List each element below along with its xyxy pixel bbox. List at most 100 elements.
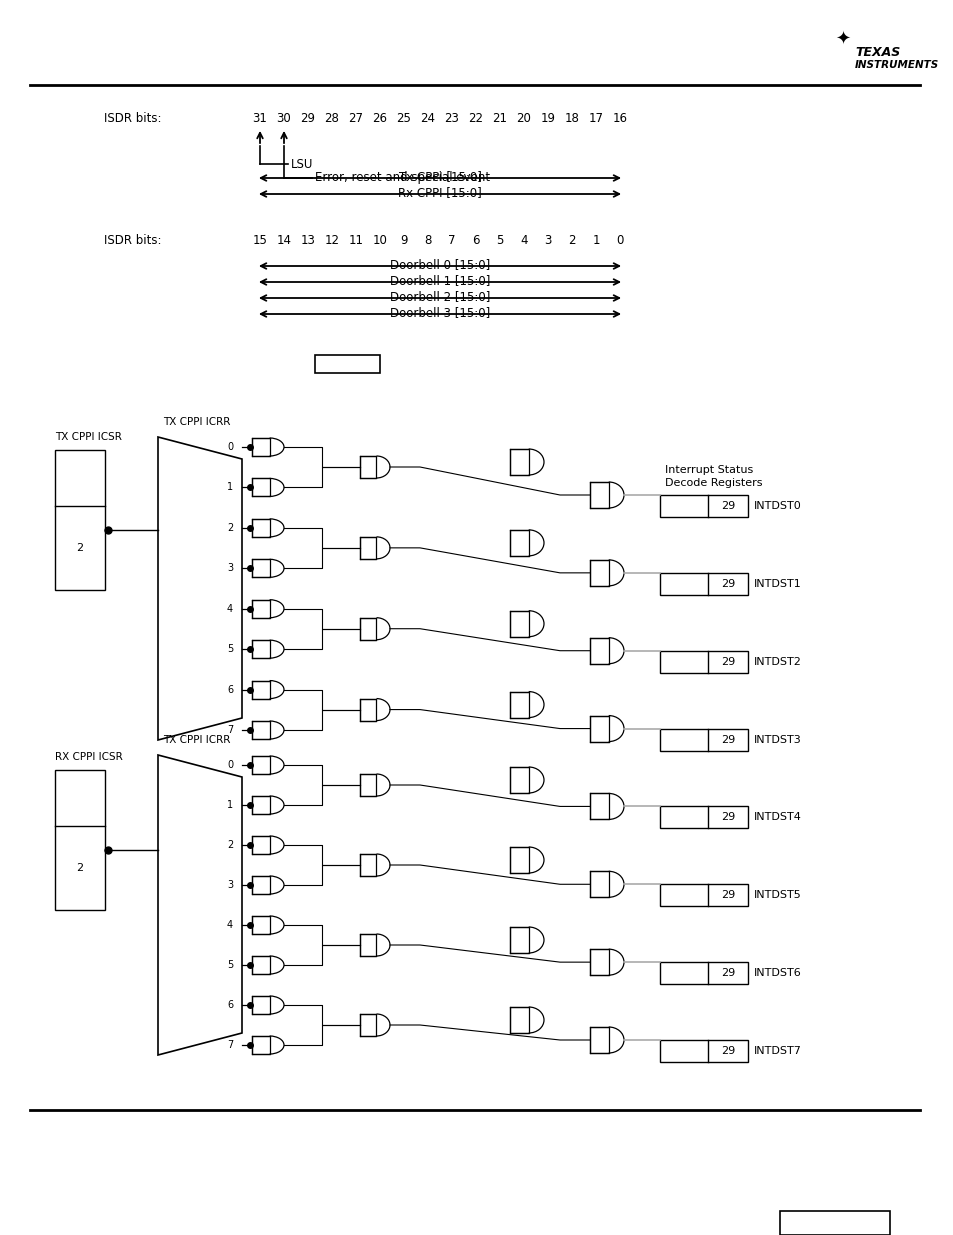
Bar — [252, 640, 270, 658]
Text: 29: 29 — [720, 735, 735, 745]
Bar — [252, 438, 270, 456]
Text: 2: 2 — [227, 522, 233, 532]
Text: 5: 5 — [496, 233, 503, 247]
Bar — [252, 519, 270, 537]
Bar — [659, 651, 747, 673]
Text: INTDST7: INTDST7 — [753, 1046, 801, 1056]
Bar — [659, 573, 747, 595]
Bar — [359, 934, 376, 956]
Text: Decode Registers: Decode Registers — [664, 478, 761, 488]
Bar — [252, 721, 270, 739]
Text: 11: 11 — [348, 233, 363, 247]
Bar — [359, 537, 376, 559]
Bar — [510, 767, 528, 793]
Text: 3: 3 — [227, 881, 233, 890]
Text: 1: 1 — [592, 233, 599, 247]
Text: 15: 15 — [253, 233, 267, 247]
Text: 23: 23 — [444, 111, 459, 125]
Bar — [252, 478, 270, 496]
Text: Tx CPPI [15:0]: Tx CPPI [15:0] — [398, 170, 481, 183]
Text: 29: 29 — [300, 111, 315, 125]
Text: INTDST0: INTDST0 — [753, 501, 801, 511]
Bar — [359, 618, 376, 640]
Bar — [252, 756, 270, 774]
Bar — [589, 482, 608, 508]
Bar — [359, 699, 376, 720]
Text: 7: 7 — [448, 233, 456, 247]
Text: 6: 6 — [472, 233, 479, 247]
Bar — [589, 871, 608, 898]
Text: 29: 29 — [720, 657, 735, 667]
Text: 30: 30 — [276, 111, 291, 125]
Text: 29: 29 — [720, 501, 735, 511]
Text: 25: 25 — [396, 111, 411, 125]
Text: Doorbell 1 [15:0]: Doorbell 1 [15:0] — [390, 274, 490, 287]
Bar — [589, 793, 608, 820]
Text: 31: 31 — [253, 111, 267, 125]
Text: 2: 2 — [76, 863, 84, 873]
Text: 4: 4 — [227, 920, 233, 930]
Bar — [510, 1007, 528, 1032]
Text: 4: 4 — [519, 233, 527, 247]
Text: Doorbell 0 [15:0]: Doorbell 0 [15:0] — [390, 258, 490, 270]
Bar — [659, 962, 747, 984]
Text: 2: 2 — [568, 233, 576, 247]
Text: 5: 5 — [227, 645, 233, 655]
Bar — [510, 611, 528, 637]
Text: TEXAS: TEXAS — [854, 47, 900, 59]
Text: 0: 0 — [227, 760, 233, 769]
Text: INTDST6: INTDST6 — [753, 968, 801, 978]
Text: 21: 21 — [492, 111, 507, 125]
Text: 7: 7 — [227, 725, 233, 735]
Text: INTDST2: INTDST2 — [753, 657, 801, 667]
Bar — [252, 916, 270, 934]
Text: Error, reset and special event: Error, reset and special event — [314, 172, 490, 184]
Text: 13: 13 — [300, 233, 315, 247]
Bar — [55, 450, 105, 590]
Text: 16: 16 — [612, 111, 627, 125]
Text: Rx CPPI [15:0]: Rx CPPI [15:0] — [397, 186, 481, 199]
Text: INSTRUMENTS: INSTRUMENTS — [854, 61, 939, 70]
Bar — [659, 884, 747, 906]
Bar — [589, 637, 608, 663]
Text: 29: 29 — [720, 890, 735, 900]
Text: INTDST4: INTDST4 — [753, 813, 801, 823]
Bar — [252, 876, 270, 894]
Text: RX CPPI ICSR: RX CPPI ICSR — [55, 752, 123, 762]
Text: ISDR bits:: ISDR bits: — [105, 111, 162, 125]
Text: 5: 5 — [227, 960, 233, 969]
Text: 6: 6 — [227, 1000, 233, 1010]
Text: 22: 22 — [468, 111, 483, 125]
Text: 7: 7 — [227, 1040, 233, 1050]
Bar — [252, 836, 270, 853]
Text: 29: 29 — [720, 968, 735, 978]
Text: INTDST5: INTDST5 — [753, 890, 801, 900]
Bar — [589, 559, 608, 585]
Bar — [510, 530, 528, 556]
Text: 2: 2 — [76, 543, 84, 553]
Bar — [252, 797, 270, 814]
Text: TX CPPI ICSR: TX CPPI ICSR — [55, 432, 122, 442]
Bar — [659, 729, 747, 751]
Text: 8: 8 — [424, 233, 432, 247]
Text: 6: 6 — [227, 684, 233, 694]
Text: 26: 26 — [372, 111, 387, 125]
Text: 29: 29 — [720, 579, 735, 589]
Text: 24: 24 — [420, 111, 435, 125]
Bar — [510, 927, 528, 953]
Bar — [252, 680, 270, 699]
Text: 3: 3 — [544, 233, 551, 247]
Text: 29: 29 — [720, 1046, 735, 1056]
Bar — [659, 1040, 747, 1062]
Bar — [252, 956, 270, 974]
Bar — [252, 995, 270, 1014]
Text: 29: 29 — [720, 813, 735, 823]
Bar — [780, 1212, 889, 1235]
Text: 10: 10 — [373, 233, 387, 247]
Bar — [659, 495, 747, 517]
Text: 2: 2 — [227, 840, 233, 850]
Bar — [55, 769, 105, 910]
Bar — [252, 1036, 270, 1053]
Bar — [359, 456, 376, 478]
Text: LSU: LSU — [291, 158, 313, 170]
